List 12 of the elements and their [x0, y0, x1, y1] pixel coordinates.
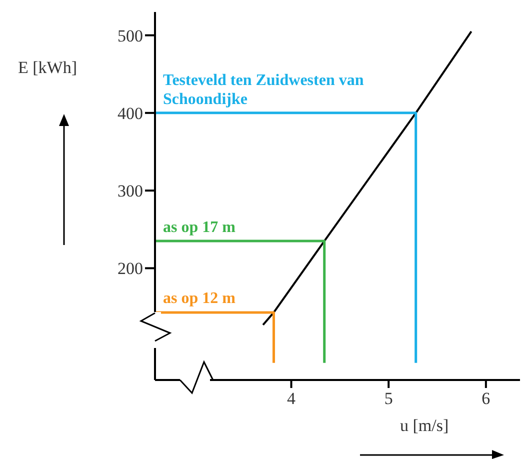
x-axis-title: u [m/s]	[400, 416, 449, 436]
annotation: as op 12 m	[163, 289, 236, 308]
annotation: as op 17 m	[163, 218, 236, 238]
annotation: Testeveld ten Zuidwesten van Schoondijke	[163, 70, 365, 109]
x-tick-label: 4	[287, 389, 296, 408]
x-tick-label: 6	[482, 389, 490, 408]
y-tick-label: 300	[118, 182, 143, 201]
x-tick-label: 5	[384, 389, 393, 408]
y-tick-label: 400	[118, 104, 143, 123]
y-tick-label: 500	[118, 26, 143, 46]
y-axis-title: E [kWh]	[18, 58, 78, 78]
y-tick-label: 200	[118, 259, 143, 278]
